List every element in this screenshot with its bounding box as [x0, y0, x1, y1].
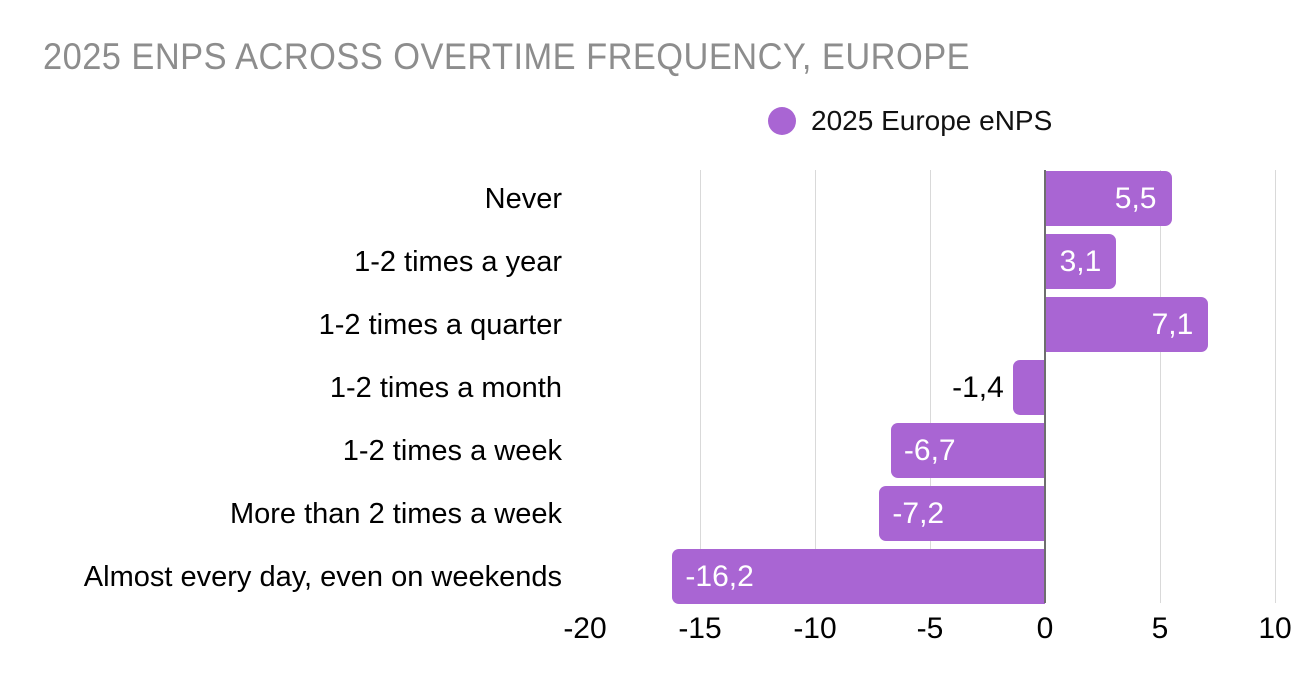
x-axis-tick-label: -10 [793, 612, 837, 645]
x-axis-tick-label: 5 [1151, 612, 1169, 645]
bar-3 [1045, 297, 1209, 352]
legend-series-marker-icon [768, 107, 796, 135]
bar-value-label: -1,4 [952, 370, 1004, 404]
category-label: 1-2 times a year [354, 245, 562, 278]
bar-1 [1045, 171, 1172, 226]
bar-2 [1045, 234, 1117, 289]
category-label: Never [484, 182, 562, 215]
legend-series-label: 2025 Europe eNPS [811, 105, 1053, 136]
gridline-x--5 [930, 170, 931, 603]
category-label: 1-2 times a month [329, 371, 562, 404]
bar-4 [1012, 360, 1045, 415]
chart-title-text: 2025 ENPS ACROSS OVERTIME FREQUENCY, EUR… [43, 36, 971, 77]
bar-5 [890, 423, 1045, 478]
bar-6 [879, 486, 1045, 541]
bar-value-label: 5,5 [1114, 181, 1157, 215]
gridline-x--10 [815, 170, 816, 603]
bar-value-label: -16,2 [685, 559, 754, 593]
category-label: Almost every day, even on weekends [83, 560, 562, 593]
x-axis-tick-label: 10 [1258, 612, 1292, 645]
bar-value-label: -6,7 [903, 433, 956, 467]
bar-7 [672, 549, 1045, 604]
gridline-x-5 [1160, 170, 1161, 603]
category-label: 1-2 times a quarter [318, 308, 562, 341]
category-label: 1-2 times a week [342, 434, 562, 467]
bar-value-label: -7,2 [892, 496, 945, 530]
legend: 2025 Europe eNPS [768, 105, 1052, 137]
category-label: More than 2 times a week [229, 497, 562, 530]
gridline-x--15 [700, 170, 701, 603]
x-axis-tick-label: 0 [1036, 612, 1054, 645]
zero-axis-line [1044, 170, 1046, 603]
x-axis-tick-label: -20 [563, 612, 607, 645]
x-axis-tick-label: -5 [916, 612, 944, 645]
gridline-x-10 [1275, 170, 1276, 603]
x-axis-tick-label: -15 [678, 612, 722, 645]
chart-title: 2025 ENPS ACROSS OVERTIME FREQUENCY, EUR… [43, 36, 1040, 78]
bar-value-label: 3,1 [1059, 244, 1102, 278]
bar-value-label: 7,1 [1151, 307, 1194, 341]
